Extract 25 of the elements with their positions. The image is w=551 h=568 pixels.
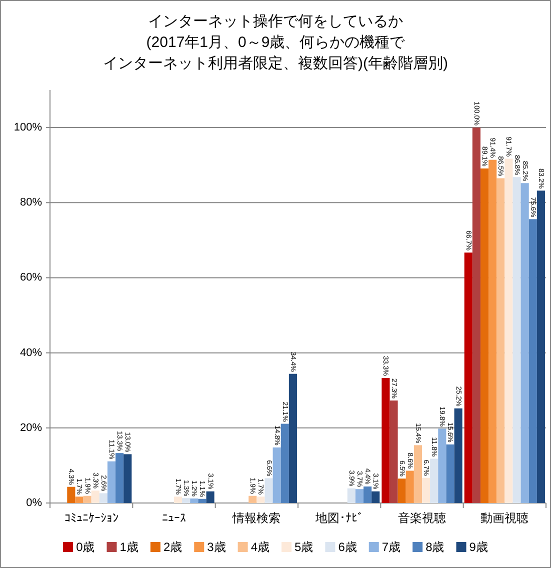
legend-label: 5歳 (294, 540, 314, 554)
xtick-label: ﾆｭｰｽ (162, 511, 186, 525)
xtick-label: 地図･ﾅﾋﾞ (315, 511, 364, 525)
ytick-label: 60% (20, 272, 42, 284)
legend-label: 0歳 (76, 540, 95, 554)
legend-label: 8歳 (426, 540, 444, 554)
subtitle: (2017年1月、0～9歳、何らかの機種で (146, 34, 405, 51)
xtick-label: 動画視聴 (480, 511, 529, 525)
ytick-label: 80% (20, 196, 42, 209)
xtick-label: 音楽視聴 (398, 511, 446, 525)
ytick-label: 0% (26, 497, 42, 509)
legend-label: 3歳 (207, 540, 226, 554)
legend-label: 1歳 (120, 540, 138, 554)
ytick-label: 100% (14, 122, 42, 134)
legend-label: 4歳 (250, 540, 270, 554)
legend-label: 2歳 (163, 540, 182, 554)
title: インターネット操作で何をしているか (148, 13, 403, 30)
legend-label: 9歳 (469, 540, 488, 554)
xtick-label: ｺﾐｭﾆｹｰｼｮﾝ (64, 511, 118, 525)
xtick-label: 情報検索 (232, 511, 281, 525)
ytick-label: 20% (20, 422, 42, 434)
legend-label: 6歳 (338, 540, 357, 554)
legend-label: 7歳 (382, 540, 401, 554)
subtitle: インターネット利用者限定、複数回答)(年齢階層別) (103, 55, 448, 72)
ytick-label: 40% (20, 346, 42, 359)
